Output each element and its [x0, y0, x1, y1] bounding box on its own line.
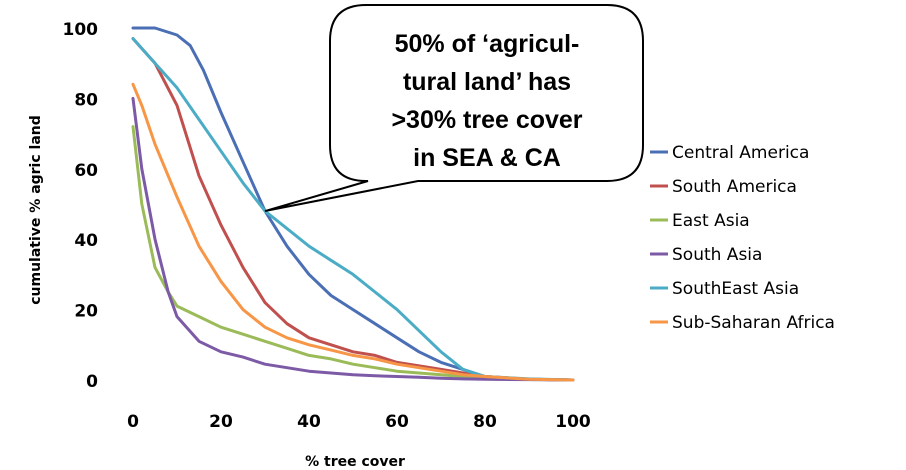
y-tick-label: 20 [74, 302, 98, 322]
legend-label: Sub-Saharan Africa [672, 313, 835, 333]
legend-label: South Asia [672, 245, 762, 265]
callout-line: 50% of ‘agricul- [395, 30, 580, 58]
callout-line: tural land’ has [403, 68, 571, 96]
series-line-sub-saharan-africa [131, 82, 575, 382]
legend-label: South America [672, 177, 797, 197]
series-lines [131, 26, 575, 382]
x-tick-label: 80 [473, 412, 497, 432]
callout-line: >30% tree cover [391, 106, 582, 134]
callout-annotation: 50% of ‘agricul-tural land’ has >30% tree… [264, 4, 644, 213]
x-tick-label: 60 [385, 412, 409, 432]
y-tick-label: 80 [74, 90, 98, 110]
x-tick-label: 100 [555, 412, 591, 432]
callout-line: in SEA & CA [413, 144, 561, 172]
y-tick-label: 40 [74, 231, 98, 251]
callout-bubble [264, 4, 644, 213]
series-line-southeast-asia [131, 37, 575, 382]
x-axis-title: % tree cover [305, 454, 405, 470]
series-line-south-america [131, 37, 575, 382]
legend: Central America South America East Asia Sou… [650, 143, 835, 333]
series-line-south-asia [131, 96, 575, 382]
y-tick-label: 60 [74, 161, 98, 181]
y-tick-labels: 0 20 40 60 80 100 [63, 20, 99, 392]
x-tick-label: 40 [297, 412, 321, 432]
y-tick-label: 0 [86, 372, 98, 392]
callout-text: 50% of ‘agricul-tural land’ has >30% tree… [391, 30, 582, 172]
legend-label: East Asia [672, 211, 750, 231]
y-tick-label: 100 [63, 20, 99, 40]
y-axis-title: cumulative % agric land [28, 115, 44, 305]
x-tick-label: 0 [127, 412, 139, 432]
x-tick-label: 20 [209, 412, 233, 432]
legend-label: SouthEast Asia [672, 279, 799, 299]
x-tick-labels: 0 20 40 60 80 100 [127, 412, 591, 432]
legend-label: Central America [672, 143, 809, 163]
